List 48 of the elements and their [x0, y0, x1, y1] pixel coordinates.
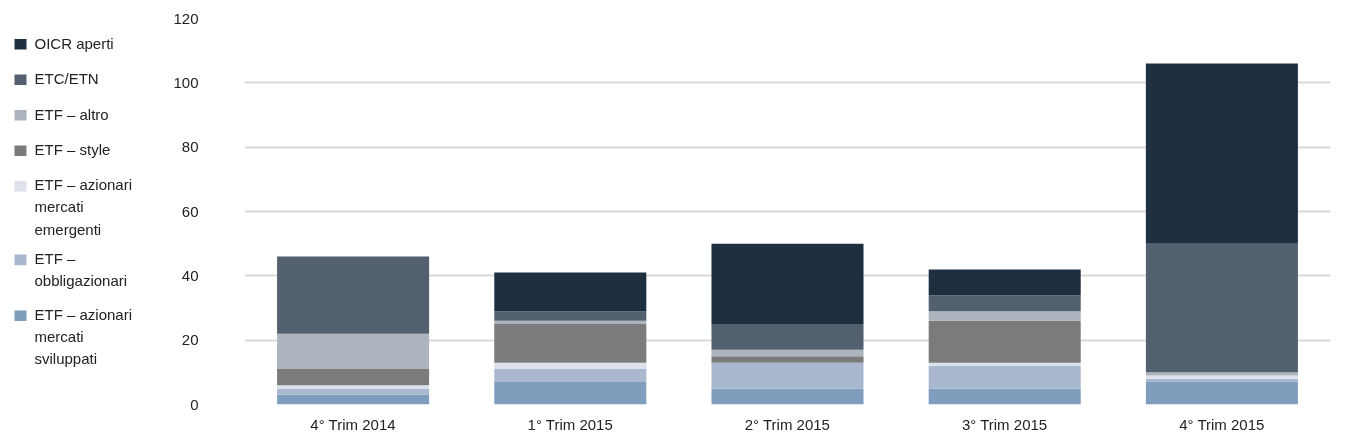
- bar: [277, 385, 430, 389]
- legend-label: ETF – altro: [34, 105, 109, 123]
- y-tick-label: 20: [181, 331, 199, 349]
- y-tick-label: 40: [181, 266, 199, 284]
- x-tick-label: 3° Trim 2015: [961, 415, 1048, 433]
- bar: [711, 356, 864, 363]
- bar: [928, 365, 1081, 389]
- bar: [494, 362, 647, 370]
- legend-label: ETF – azionari mercati emergenti: [34, 176, 133, 238]
- bar: [277, 369, 430, 386]
- bar: [277, 333, 430, 370]
- bar: [277, 256, 430, 334]
- bar: [494, 381, 647, 405]
- legend-label: ETF – style: [34, 141, 111, 159]
- legend-label: ETF – azionari mercati sviluppati: [34, 305, 133, 368]
- bar: [928, 388, 1081, 405]
- bar: [494, 369, 647, 382]
- bar: [277, 388, 430, 395]
- y-tick-label: 60: [181, 202, 199, 220]
- bar: [494, 320, 647, 325]
- bar: [277, 394, 430, 405]
- legend-label: ETF – obbligazionari: [34, 249, 128, 290]
- bar: [1145, 243, 1298, 373]
- bar: [928, 269, 1081, 296]
- bar: [1145, 63, 1298, 244]
- legend-label: OICR aperti: [34, 34, 114, 52]
- bar: [494, 324, 647, 363]
- x-tick-label: 4° Trim 2015: [1179, 415, 1265, 433]
- y-tick-label: 0: [190, 395, 199, 413]
- legend-label: ETC/ETN: [34, 70, 99, 88]
- y-tick-label: 80: [181, 138, 199, 156]
- bar: [711, 362, 864, 389]
- bar: [711, 388, 864, 405]
- bar: [1145, 381, 1298, 405]
- x-tick-label: 1° Trim 2015: [527, 415, 613, 433]
- bar: [494, 272, 647, 312]
- bar: [494, 311, 647, 321]
- bar: [711, 324, 864, 350]
- bar: [928, 362, 1081, 366]
- bar: [928, 295, 1081, 312]
- bar: [711, 349, 864, 357]
- x-tick-label: 4° Trim 2014: [310, 415, 396, 433]
- y-tick-label: 120: [173, 9, 199, 27]
- bar: [928, 320, 1081, 363]
- bar: [928, 311, 1081, 321]
- bar: [711, 243, 864, 325]
- y-tick-label: 100: [173, 73, 199, 91]
- x-tick-label: 2° Trim 2015: [744, 415, 830, 433]
